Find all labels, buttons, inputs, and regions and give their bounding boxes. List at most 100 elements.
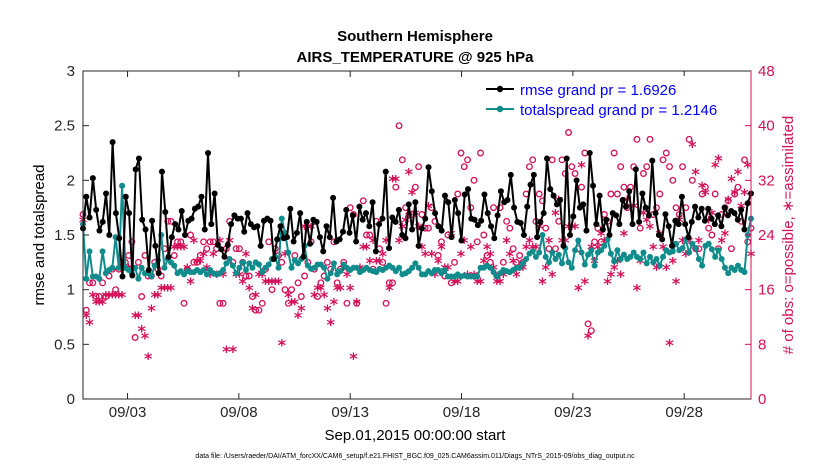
obs-possible-marker xyxy=(584,320,592,328)
obs-possible-marker xyxy=(245,272,253,280)
rmse-point xyxy=(708,215,715,222)
rmse-point xyxy=(359,216,366,223)
obs-possible-marker xyxy=(190,258,198,266)
spread-point xyxy=(412,260,419,267)
spread-point xyxy=(572,247,579,254)
rmse-point xyxy=(580,201,587,208)
rmse-point xyxy=(145,266,152,273)
rmse-point xyxy=(346,229,353,236)
spread-point xyxy=(585,251,592,258)
obs-assimilated-marker: * xyxy=(170,240,179,259)
obs-possible-marker xyxy=(571,170,579,177)
rmse-point xyxy=(724,212,731,219)
obs-assimilated-marker: * xyxy=(147,301,156,320)
obs-possible-marker xyxy=(727,245,735,253)
obs-assimilated-marker: * xyxy=(248,301,257,320)
rmse-point xyxy=(448,234,455,241)
obs-assimilated-marker: * xyxy=(252,288,261,307)
obs-possible-marker xyxy=(128,238,136,246)
rmse-point xyxy=(119,273,126,280)
rmse-point xyxy=(198,193,205,200)
obs-assimilated-marker: * xyxy=(199,247,208,266)
obs-assimilated-marker: * xyxy=(242,247,251,266)
obs-possible-marker xyxy=(460,163,468,171)
rmse-point xyxy=(741,226,748,233)
obs-assimilated-marker: * xyxy=(336,281,345,300)
spread-point xyxy=(689,240,696,247)
rmse-point xyxy=(389,214,396,221)
obs-assimilated-marker: * xyxy=(734,165,743,184)
spread-point xyxy=(532,253,539,260)
obs-possible-marker xyxy=(167,217,175,225)
rmse-point xyxy=(471,216,478,223)
rmse-point xyxy=(208,221,215,228)
rmse-point xyxy=(330,194,337,201)
rmse-point xyxy=(320,248,327,255)
obs-possible-marker xyxy=(86,279,93,287)
obs-possible-marker xyxy=(170,252,178,259)
obs-assimilated-marker: * xyxy=(144,349,153,368)
rmse-point xyxy=(372,248,379,255)
obs-assimilated-marker: * xyxy=(95,294,104,313)
rmse-point xyxy=(139,216,146,223)
y2-tick-label: 40 xyxy=(758,118,775,135)
obs-assimilated-marker: * xyxy=(333,281,342,300)
obs-assimilated-marker: * xyxy=(646,219,655,238)
obs-assimilated-marker: * xyxy=(698,178,707,197)
y2-tick-label: 32 xyxy=(758,172,775,189)
spread-point xyxy=(637,256,644,263)
spread-point xyxy=(151,262,158,269)
obs-assimilated-marker: * xyxy=(209,247,218,266)
obs-possible-marker xyxy=(662,149,670,157)
obs-possible-marker xyxy=(617,163,625,171)
y-tick-label: 0 xyxy=(67,391,75,408)
spread-point xyxy=(679,245,686,252)
y2-axis-label: # of obs: o=possible, ∗=assimilated xyxy=(780,116,797,355)
obs-assimilated-marker: * xyxy=(665,335,674,354)
obs-assimilated-marker: * xyxy=(151,288,160,307)
legend: rmse grand pr = 1.6926 totalspread grand… xyxy=(482,76,746,119)
spread-point xyxy=(295,260,302,267)
obs-assimilated-marker: * xyxy=(740,185,749,204)
obs-possible-marker xyxy=(610,149,618,157)
rmse-point xyxy=(451,197,458,204)
spread-point xyxy=(721,264,728,271)
obs-assimilated-marker: * xyxy=(708,206,717,225)
rmse-point xyxy=(99,218,106,225)
obs-assimilated-marker: * xyxy=(366,253,375,272)
rmse-point xyxy=(293,229,300,236)
rmse-point xyxy=(596,192,603,199)
obs-possible-marker xyxy=(232,245,240,253)
spread-point xyxy=(712,253,719,260)
obs-assimilated-marker: * xyxy=(141,329,150,348)
rmse-point xyxy=(116,235,123,242)
obs-possible-marker xyxy=(193,258,201,266)
x-tick-label: 09/28 xyxy=(665,404,703,421)
obs-assimilated-marker: * xyxy=(82,308,91,327)
spread-point xyxy=(741,269,748,276)
rmse-point xyxy=(636,218,643,225)
rmse-point xyxy=(402,235,409,242)
y-tick-label: 2.5 xyxy=(54,118,75,135)
spread-point xyxy=(686,249,693,256)
spread-point xyxy=(229,262,236,269)
obs-possible-marker xyxy=(506,224,514,232)
obs-assimilated-marker: * xyxy=(551,206,560,225)
spread-point xyxy=(321,264,328,271)
rmse-point xyxy=(89,175,96,182)
rmse-point xyxy=(386,245,393,252)
rmse-point xyxy=(478,217,485,224)
rmse-point xyxy=(527,181,534,188)
spread-point xyxy=(246,260,253,267)
obs-possible-marker xyxy=(509,245,517,253)
rmse-point xyxy=(715,212,722,219)
obs-assimilated-marker: * xyxy=(180,240,189,259)
rmse-point xyxy=(659,236,666,243)
obs-possible-marker xyxy=(503,217,511,225)
obs-assimilated-marker: * xyxy=(108,288,117,307)
spread-point xyxy=(591,262,598,269)
obs-assimilated-marker: * xyxy=(339,260,348,279)
obs-assimilated-marker: * xyxy=(714,151,723,170)
obs-possible-marker xyxy=(180,299,188,307)
rmse-point xyxy=(652,210,659,217)
